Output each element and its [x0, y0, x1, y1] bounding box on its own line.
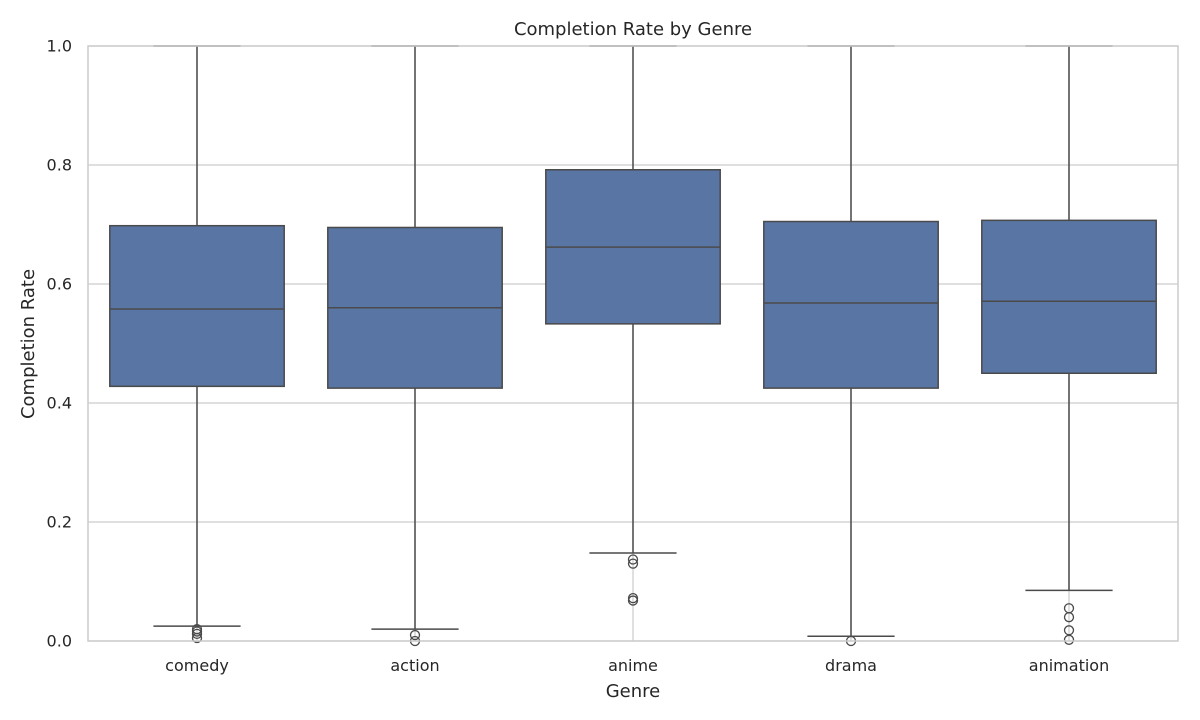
- outlier-point: [627, 554, 639, 565]
- iqr-box: [981, 219, 1157, 374]
- iqr-box: [763, 220, 939, 389]
- box-group-anime: [545, 45, 721, 606]
- box-group-animation: [981, 45, 1157, 645]
- x-tick-label: anime: [608, 656, 658, 675]
- y-tick-label: 0.8: [47, 156, 72, 175]
- y-tick-label: 0.6: [47, 275, 72, 294]
- box-group-action: [327, 45, 503, 647]
- outlier-point: [409, 629, 421, 641]
- y-tick-label: 1.0: [47, 37, 72, 56]
- x-tick-label: comedy: [165, 656, 229, 675]
- outlier-point: [191, 628, 203, 640]
- outlier-point: [627, 558, 639, 569]
- iqr-box: [109, 224, 285, 388]
- x-tick-label: action: [390, 656, 439, 675]
- chart-title: Completion Rate by Genre: [514, 19, 752, 40]
- x-tick-label: drama: [825, 656, 877, 675]
- axis-ticks: 0.0 0.2 0.4 0.6 0.8 1.0 comedy action anime drama…: [47, 37, 1110, 676]
- x-tick-label: animation: [1029, 656, 1109, 675]
- plot-area-frame: [87, 45, 1179, 642]
- x-axis-label: Genre: [606, 681, 661, 702]
- outlier-point: [1063, 634, 1075, 645]
- y-axis-label: Completion Rate: [18, 269, 39, 419]
- y-tick-label: 0.2: [47, 513, 72, 532]
- y-tick-label: 0.0: [47, 632, 72, 651]
- y-tick-label: 0.4: [47, 394, 72, 413]
- outlier-point: [627, 595, 639, 606]
- box-group-drama: [763, 45, 939, 647]
- outlier-point: [1063, 612, 1075, 623]
- boxes-layer: [109, 45, 1157, 647]
- box-group-comedy: [109, 45, 285, 644]
- outlier-point: [191, 632, 203, 644]
